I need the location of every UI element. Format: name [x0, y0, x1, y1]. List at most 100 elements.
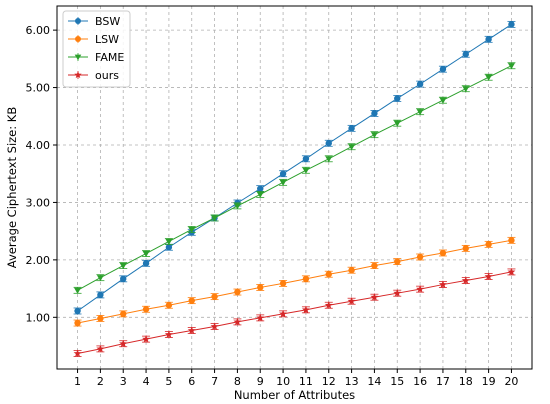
data-point — [439, 65, 447, 73]
data-point — [416, 253, 424, 261]
x-tick-label: 13 — [345, 375, 359, 388]
y-axis-ticks: 1.00 2.00 3.00 4.00 5.00 6.00 — [26, 24, 57, 324]
data-point — [279, 179, 287, 186]
x-tick-label: 12 — [322, 375, 336, 388]
data-point — [96, 344, 105, 353]
y-tick-label: 2.00 — [26, 254, 51, 267]
data-point — [324, 301, 333, 309]
data-point — [485, 74, 493, 81]
data-point — [188, 226, 196, 233]
plot-frame — [56, 5, 533, 370]
x-tick-label: 3 — [120, 375, 127, 388]
data-point — [393, 120, 401, 127]
data-point — [257, 185, 264, 192]
series-ours — [73, 267, 516, 357]
data-point — [165, 244, 173, 251]
data-point — [165, 302, 173, 309]
data-point — [301, 305, 310, 314]
data-point — [74, 319, 81, 327]
data-point — [302, 155, 310, 162]
legend-label: FAME — [95, 51, 124, 64]
data-point — [348, 125, 355, 132]
data-point — [211, 293, 218, 300]
data-point — [507, 63, 515, 70]
x-tick-label: 14 — [367, 375, 381, 388]
data-point — [279, 309, 288, 318]
data-point — [416, 80, 424, 88]
data-point — [462, 51, 469, 58]
data-point — [394, 95, 401, 102]
data-point — [508, 237, 515, 244]
y-axis-label: Average Ciphertext Size: KB — [5, 107, 19, 269]
data-point — [211, 215, 219, 222]
data-point — [256, 191, 264, 198]
legend-item-lsw: LSW — [68, 33, 119, 46]
data-point — [97, 291, 104, 299]
x-axis-label: Number of Attributes — [234, 388, 355, 402]
data-point — [325, 271, 332, 278]
data-point — [257, 284, 264, 291]
x-tick-label: 11 — [299, 375, 313, 388]
data-point — [164, 330, 173, 338]
series-fame — [73, 62, 516, 294]
data-point — [210, 322, 219, 330]
data-point — [438, 280, 447, 288]
data-point — [485, 241, 492, 248]
x-axis-ticks: 1 2 3 4 5 6 7 8 9 10 11 12 13 14 15 16 17 18 19 20 — [74, 369, 518, 388]
data-point — [507, 267, 516, 276]
data-point — [348, 144, 356, 151]
data-point — [325, 156, 333, 163]
legend-item-bsw: BSW — [68, 15, 120, 28]
data-point — [142, 334, 151, 343]
x-tick-label: 9 — [257, 375, 264, 388]
data-point — [416, 109, 424, 116]
legend-label: BSW — [95, 15, 120, 28]
data-point — [439, 249, 447, 257]
series-lsw — [73, 236, 516, 327]
x-tick-label: 15 — [390, 375, 404, 388]
y-tick-label: 4.00 — [26, 139, 51, 152]
data-point — [371, 262, 378, 269]
data-point — [462, 245, 469, 252]
data-point — [74, 287, 82, 294]
x-tick-label: 4 — [143, 375, 150, 388]
series-line — [77, 23, 512, 312]
x-tick-label: 7 — [211, 375, 218, 388]
grid-lines — [57, 6, 532, 369]
data-point — [120, 275, 127, 283]
legend-label: ours — [95, 69, 119, 82]
data-point — [74, 307, 81, 315]
x-tick-label: 18 — [459, 375, 473, 388]
x-tick-label: 17 — [436, 375, 450, 388]
data-point — [233, 317, 242, 326]
data-point — [188, 297, 195, 304]
legend-box — [62, 10, 131, 88]
data-point — [508, 21, 515, 28]
x-tick-label: 6 — [188, 375, 195, 388]
data-point — [485, 36, 492, 43]
data-point — [484, 272, 493, 280]
data-point — [74, 54, 82, 61]
data-point — [394, 258, 401, 265]
data-point — [97, 315, 104, 322]
x-tick-label: 10 — [276, 375, 290, 388]
data-point — [165, 238, 173, 246]
data-point — [119, 339, 128, 348]
data-point — [348, 267, 355, 274]
y-tick-label: 6.00 — [26, 24, 51, 37]
data-point — [142, 250, 150, 258]
x-tick-label: 5 — [165, 375, 172, 388]
series-line — [77, 271, 512, 354]
data-point — [370, 293, 379, 301]
x-tick-label: 20 — [504, 375, 518, 388]
data-point — [393, 289, 402, 297]
data-point — [279, 280, 287, 287]
data-point — [96, 275, 104, 282]
legend: BSW LSW FAME ours — [62, 10, 131, 88]
data-point — [75, 36, 81, 42]
data-point — [120, 310, 127, 318]
legend-item-ours: ours — [68, 69, 119, 82]
x-tick-label: 8 — [234, 375, 241, 388]
data-point — [462, 86, 470, 93]
